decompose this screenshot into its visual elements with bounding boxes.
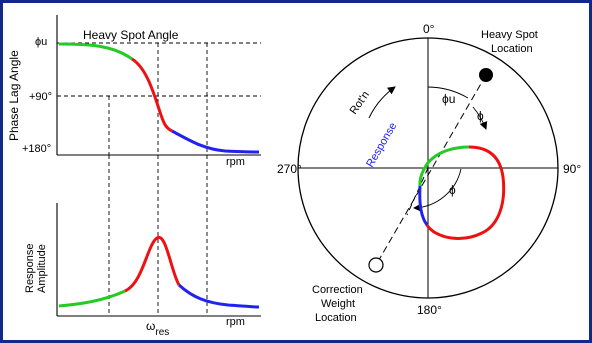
polar-plot: 0° 90° 180° 270° Heavy Spot Location Cor… (277, 22, 581, 324)
amp-ylabel-1: Response (24, 243, 36, 293)
correction-weight-marker (368, 257, 384, 273)
omega-res-label: ωres (146, 319, 169, 338)
correction-label-1: Correction (312, 284, 363, 296)
phiu-label: ϕu (442, 92, 455, 106)
rotation-label: Rot'n (348, 89, 372, 117)
phase-title: Heavy Spot Angle (83, 28, 179, 42)
phi-label-upper: ϕ (477, 109, 484, 123)
response-loop-low (418, 145, 470, 187)
response-loop-resonance (425, 145, 506, 240)
phase-lag-plot: Heavy Spot Angle ϕu +90° +180° rpm Phase… (7, 15, 261, 168)
response-label: Response (364, 121, 399, 170)
correction-label-3: Location (315, 312, 357, 324)
tick-phiu: ϕu (35, 36, 47, 48)
response-loop-high (418, 185, 429, 226)
phiu-arc (427, 86, 469, 99)
amp-curve-low (58, 289, 126, 308)
phase-curve-low (58, 42, 133, 61)
amp-ylabel-2: Amplitude (36, 244, 48, 293)
heavy-spot-diameter (375, 74, 487, 266)
correction-label-2: Weight (321, 298, 355, 310)
polar-angle-90: 90° (563, 162, 581, 176)
balancing-diagram: Heavy Spot Angle ϕu +90° +180° rpm Phase… (7, 15, 581, 338)
amp-xlabel: rpm (226, 316, 245, 328)
polar-angle-0: 0° (423, 22, 435, 36)
amp-curve-resonance (124, 236, 181, 293)
phase-curve-high (171, 129, 260, 154)
amplitude-plot: rpm ωres Response Amplitude (24, 155, 261, 338)
polar-angle-270: 270° (277, 162, 302, 176)
slide-panel: Heavy Spot Angle ϕu +90° +180° rpm Phase… (3, 3, 589, 340)
amp-curve-high (177, 283, 260, 309)
heavy-spot-label-2: Location (491, 43, 533, 55)
phi-arc-upper (472, 106, 488, 130)
phase-xlabel: rpm (226, 156, 245, 168)
tick-90: +90° (29, 91, 52, 103)
heavy-spot-marker (479, 68, 493, 82)
phi-label-lower: ϕ (449, 183, 456, 197)
response-angle-ray (406, 167, 429, 216)
rotation-arrow (368, 86, 396, 119)
phase-ylabel: Phase Lag Angle (7, 50, 21, 141)
heavy-spot-label-1: Heavy Spot (481, 29, 538, 41)
tick-180: +180° (22, 143, 51, 155)
polar-angle-180: 180° (417, 303, 442, 317)
phase-curve-resonance (131, 57, 173, 133)
